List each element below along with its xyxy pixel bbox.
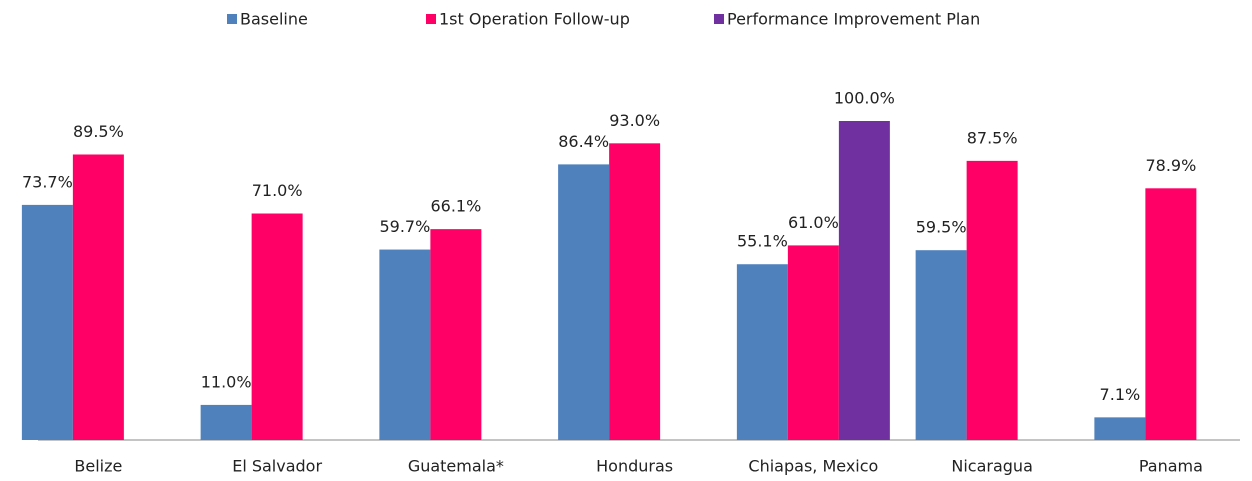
x-tick-label: Nicaragua [951,457,1033,476]
legend-swatch [714,14,724,24]
bar [787,245,839,440]
bar [430,229,482,440]
value-label: 59.7% [379,217,430,236]
bar [736,264,788,440]
value-label: 87.5% [967,128,1018,147]
value-label: 59.5% [916,218,967,237]
value-label: 89.5% [73,122,124,141]
x-tick-label: El Salvador [232,457,322,476]
bar [558,164,610,440]
value-label: 66.1% [430,197,481,216]
value-label: 71.0% [252,181,303,200]
value-label: 93.0% [609,111,660,130]
x-tick-label: Chiapas, Mexico [748,457,878,476]
bar [200,404,252,440]
legend-swatch [227,14,237,24]
value-label: 7.1% [1100,385,1141,404]
x-tick-label: Guatemala* [408,457,504,476]
bar [251,213,303,440]
value-label: 73.7% [22,172,73,191]
legend-label: 1st Operation Follow-up [439,10,630,29]
legend-swatch [426,14,436,24]
x-tick-label: Panama [1139,457,1203,476]
value-label: 86.4% [558,132,609,151]
value-label: 61.0% [788,213,839,232]
value-label: 78.9% [1145,156,1196,175]
x-tick-label: Honduras [596,457,673,476]
legend-label: Baseline [240,10,308,29]
value-label: 11.0% [201,372,252,391]
bar [966,160,1018,440]
bar [379,249,431,440]
bar [1145,188,1197,440]
bar [838,121,890,440]
bar [609,143,661,440]
bar [915,250,967,440]
value-label: 55.1% [737,232,788,251]
bar [21,204,73,440]
legend-label: Performance Improvement Plan [727,10,980,29]
bar [1094,417,1146,440]
bar [72,154,124,440]
x-tick-label: Belize [74,457,122,476]
value-label: 100.0% [834,89,895,108]
